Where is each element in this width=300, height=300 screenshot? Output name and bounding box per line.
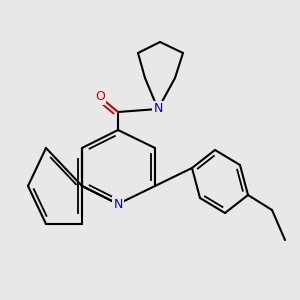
Text: N: N	[113, 197, 123, 211]
Text: O: O	[95, 91, 105, 103]
Text: N: N	[153, 103, 163, 116]
